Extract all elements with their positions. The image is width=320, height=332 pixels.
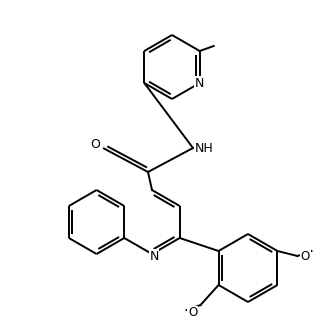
- Text: O: O: [188, 306, 197, 319]
- Text: O: O: [301, 250, 310, 263]
- Text: NH: NH: [195, 141, 214, 154]
- Text: O: O: [90, 137, 100, 150]
- Text: N: N: [149, 250, 159, 263]
- Text: N: N: [195, 76, 204, 90]
